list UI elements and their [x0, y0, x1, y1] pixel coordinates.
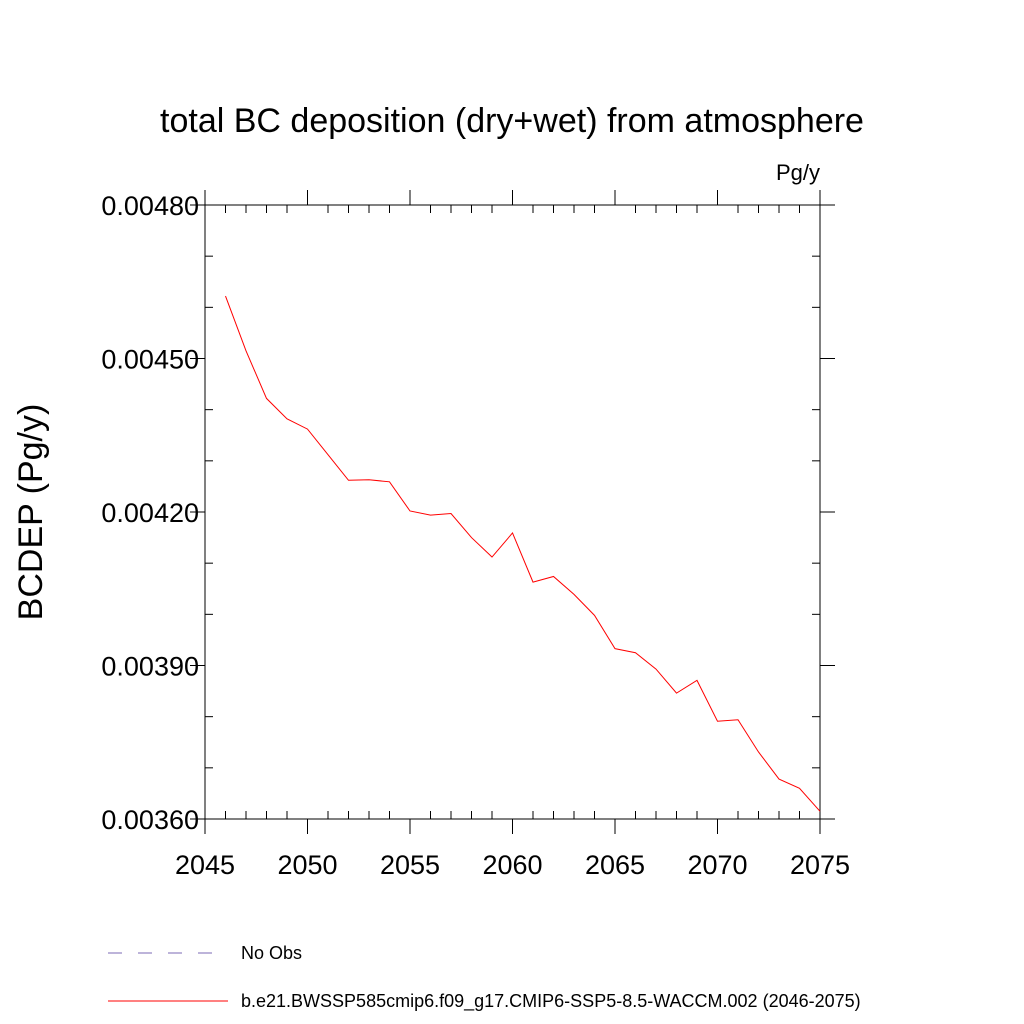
legend: No Obs b.e21.BWSSP585cmip6.f09_g17.CMIP6… [108, 943, 861, 1012]
y-axis-label: BCDEP (Pg/y) [12, 404, 50, 621]
x-tick-label: 2045 [175, 850, 235, 880]
chart-title: total BC deposition (dry+wet) from atmos… [160, 102, 864, 140]
y-tick-label: 0.00420 [101, 498, 199, 528]
x-tick-label: 2055 [380, 850, 440, 880]
x-tick-label: 2070 [687, 850, 747, 880]
y-tick-label: 0.00390 [101, 652, 199, 682]
y-tick-label: 0.00480 [101, 191, 199, 221]
x-tick-label: 2060 [482, 850, 542, 880]
legend-model-label: b.e21.BWSSP585cmip6.f09_g17.CMIP6-SSP5-8… [241, 991, 861, 1012]
y-tick-label: 0.00360 [101, 805, 199, 835]
x-tick-label: 2050 [277, 850, 337, 880]
x-tick-label: 2065 [585, 850, 645, 880]
y-minor-ticks [205, 255, 820, 769]
series-line-0 [225, 295, 821, 812]
y-major-ticks [190, 204, 835, 820]
x-major-ticks [204, 190, 821, 834]
units-label: Pg/y [776, 160, 820, 185]
series-layer [225, 295, 821, 812]
x-tick-labels: 2045 2050 2055 2060 2065 2070 2075 [175, 850, 850, 880]
legend-no-obs-label: No Obs [241, 943, 302, 963]
y-tick-label: 0.00450 [101, 345, 199, 375]
plot-frame [204, 204, 821, 820]
x-tick-label: 2075 [790, 850, 850, 880]
y-tick-labels: 0.00360 0.00390 0.00420 0.00450 0.00480 [101, 191, 199, 835]
x-minor-ticks [225, 205, 800, 819]
